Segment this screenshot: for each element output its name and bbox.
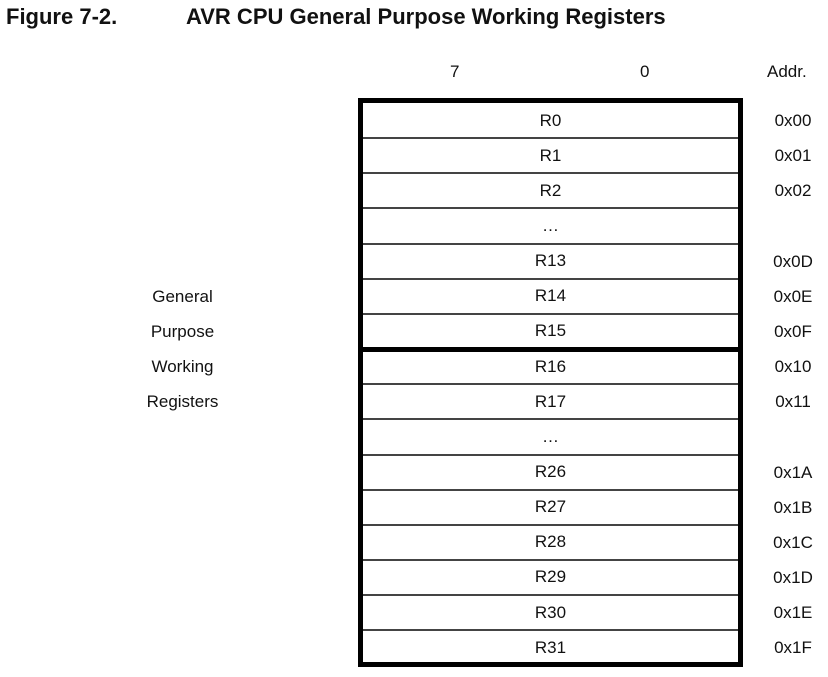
row-divider [363, 277, 738, 280]
row-divider [363, 172, 738, 175]
register-address: 0x1D [773, 567, 813, 587]
row-divider [363, 137, 738, 140]
register-row: R29 [534, 567, 567, 587]
register-address: 0x1E [773, 603, 813, 623]
group-label-line: General [152, 286, 213, 306]
group-label-line: Working [151, 357, 214, 377]
row-divider [363, 629, 738, 632]
register-address: 0x1B [773, 497, 813, 517]
register-file: R0 R1 R2 … R13 R14 R15 R16 R17 … R26 R27 R28 R29 R30 R3… [358, 98, 743, 667]
register-address: 0x01 [774, 146, 812, 166]
register-address [765, 208, 821, 243]
group-label-line: Registers [146, 392, 219, 412]
row-divider [363, 242, 738, 245]
register-address: 0x00 [774, 111, 812, 130]
register-row: R26 [534, 462, 567, 481]
figure-caption: Figure 7-2. AVR CPU General Purpose Worki… [6, 4, 666, 30]
row-divider [363, 383, 738, 386]
figure-title: AVR CPU General Purpose Working Register… [186, 4, 666, 29]
figure-number: Figure 7-2. [6, 4, 118, 29]
register-row: … [542, 215, 559, 235]
register-row: R17 [534, 391, 567, 411]
register-address: 0x1F [774, 638, 812, 658]
register-address: 0x11 [775, 392, 811, 412]
register-row: R1 [539, 145, 562, 165]
row-divider [363, 418, 738, 421]
row-divider [363, 488, 738, 491]
row-divider [363, 453, 738, 456]
register-row: R2 [539, 180, 562, 200]
row-divider [363, 594, 738, 597]
register-row: R14 [534, 286, 567, 306]
register-row: R30 [534, 602, 567, 622]
register-address: 0x0E [773, 286, 813, 306]
register-address: 0x1A [773, 462, 813, 482]
register-address [765, 419, 821, 454]
address-header: Addr. [767, 62, 807, 81]
bank-divider [363, 347, 738, 353]
row-divider [363, 523, 738, 526]
register-address: 0x0F [774, 321, 812, 341]
register-row: R15 [534, 321, 567, 341]
register-address: 0x0D [773, 251, 813, 271]
register-address: 0x1C [773, 532, 813, 552]
bit-7-label: 7 [450, 62, 460, 81]
row-divider [363, 558, 738, 561]
register-row: R28 [534, 532, 567, 552]
bit-0-label: 0 [640, 62, 650, 81]
register-row: R0 [539, 110, 562, 130]
register-row: R13 [534, 251, 567, 271]
register-row: R16 [534, 356, 567, 376]
register-address: 0x10 [774, 357, 812, 377]
row-divider [363, 207, 738, 210]
register-row: … [542, 426, 559, 446]
register-row: R27 [534, 497, 567, 517]
register-row: R31 [534, 637, 567, 657]
group-label-line: Purpose [150, 321, 215, 341]
row-divider [363, 312, 738, 315]
register-address: 0x02 [774, 181, 812, 201]
